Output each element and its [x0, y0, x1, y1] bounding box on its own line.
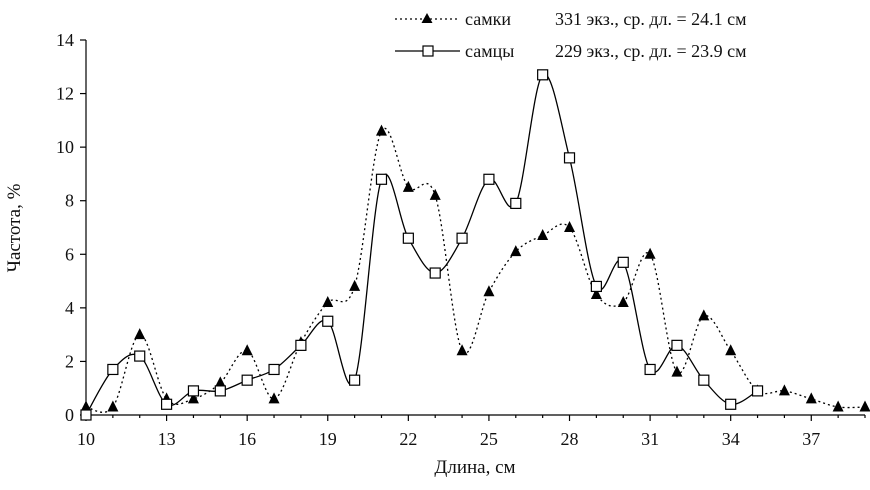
data-point: [456, 344, 468, 356]
data-point: [859, 400, 870, 412]
x-ticks: 10 13 16 19 22 25 28 31 34 37: [77, 415, 866, 449]
data-point: [564, 221, 576, 232]
series-females: [80, 124, 870, 413]
legend: самки 331 экз., ср. дл. = 24.1 см самцы …: [395, 9, 747, 61]
data-point: [725, 398, 737, 410]
y-tick-label: 12: [56, 84, 74, 104]
legend-label-males: самцы: [465, 41, 514, 61]
data-point: [214, 376, 226, 388]
x-tick-label: 31: [641, 429, 659, 449]
data-point: [107, 400, 119, 412]
x-tick-label: 37: [802, 429, 820, 449]
data-point: [429, 267, 441, 279]
data-point: [295, 339, 307, 351]
data-point: [510, 245, 522, 257]
data-point: [644, 247, 656, 259]
data-point: [268, 363, 280, 376]
x-tick-label: 13: [158, 429, 176, 449]
y-axis-title: Частота, %: [4, 183, 25, 272]
series-line: [85, 127, 866, 413]
data-point: [563, 152, 576, 164]
data-point: [725, 344, 737, 356]
data-point: [590, 280, 602, 293]
y-tick-label: 2: [65, 351, 74, 371]
y-tick-label: 0: [65, 405, 74, 425]
data-point: [402, 180, 414, 192]
data-point: [107, 363, 119, 376]
data-point: [187, 392, 199, 404]
data-point: [537, 69, 549, 81]
x-tick-label: 16: [238, 429, 256, 449]
y-tick-label: 8: [65, 191, 74, 211]
x-tick-label: 22: [399, 429, 417, 449]
data-point: [671, 365, 683, 377]
legend-entry-males: самцы 229 экз., ср. дл. = 23.9 см: [395, 41, 747, 61]
axes: [85, 40, 865, 416]
data-point: [483, 173, 495, 185]
data-point: [698, 374, 710, 386]
data-point: [644, 363, 656, 376]
legend-marker-females: [421, 13, 433, 23]
data-point: [375, 124, 387, 136]
data-point: [778, 384, 790, 396]
data-point: [429, 188, 441, 200]
legend-marker-males: [422, 45, 434, 57]
x-axis-title: Длина, см: [434, 457, 515, 478]
data-point: [375, 173, 388, 185]
data-point: [805, 392, 817, 404]
data-point: [160, 398, 173, 410]
data-point: [241, 374, 253, 386]
data-point: [832, 400, 844, 412]
data-point: [349, 374, 361, 386]
legend-info-females: 331 экз., ср. дл. = 24.1 см: [555, 9, 747, 29]
series-males: [80, 69, 764, 421]
data-point: [456, 232, 468, 244]
x-tick-label: 28: [561, 429, 579, 449]
data-point: [751, 385, 764, 397]
data-point: [537, 229, 549, 241]
data-point: [402, 232, 414, 244]
legend-label-females: самки: [465, 9, 511, 29]
y-tick-label: 6: [65, 244, 74, 264]
data-point: [590, 287, 602, 299]
data-point: [214, 385, 226, 397]
y-tick-label: 10: [56, 137, 74, 157]
data-point: [187, 385, 200, 397]
data-point: [671, 339, 683, 351]
legend-info-males: 229 экз., ср. дл. = 23.9 см: [555, 41, 747, 61]
x-tick-label: 19: [319, 429, 337, 449]
data-point: [80, 409, 92, 421]
data-point: [322, 296, 334, 307]
data-point: [322, 315, 334, 327]
y-ticks: 0 2 4 6 8 10 12 14: [56, 30, 86, 425]
data-point: [134, 328, 146, 340]
data-point: [617, 256, 629, 268]
data-point: [241, 344, 253, 356]
series-line: [85, 73, 758, 416]
data-point: [698, 309, 710, 321]
x-tick-label: 34: [722, 429, 740, 449]
data-point: [510, 197, 522, 209]
y-tick-label: 4: [65, 298, 74, 318]
legend-entry-females: самки 331 экз., ср. дл. = 24.1 см: [395, 9, 747, 29]
data-point: [483, 285, 495, 297]
data-point: [617, 296, 629, 307]
data-point: [268, 392, 280, 404]
data-point: [349, 279, 361, 291]
x-tick-label: 10: [77, 429, 95, 449]
series-layer: [80, 69, 870, 421]
data-point: [134, 350, 146, 362]
y-tick-label: 14: [56, 30, 74, 50]
x-tick-label: 25: [480, 429, 498, 449]
